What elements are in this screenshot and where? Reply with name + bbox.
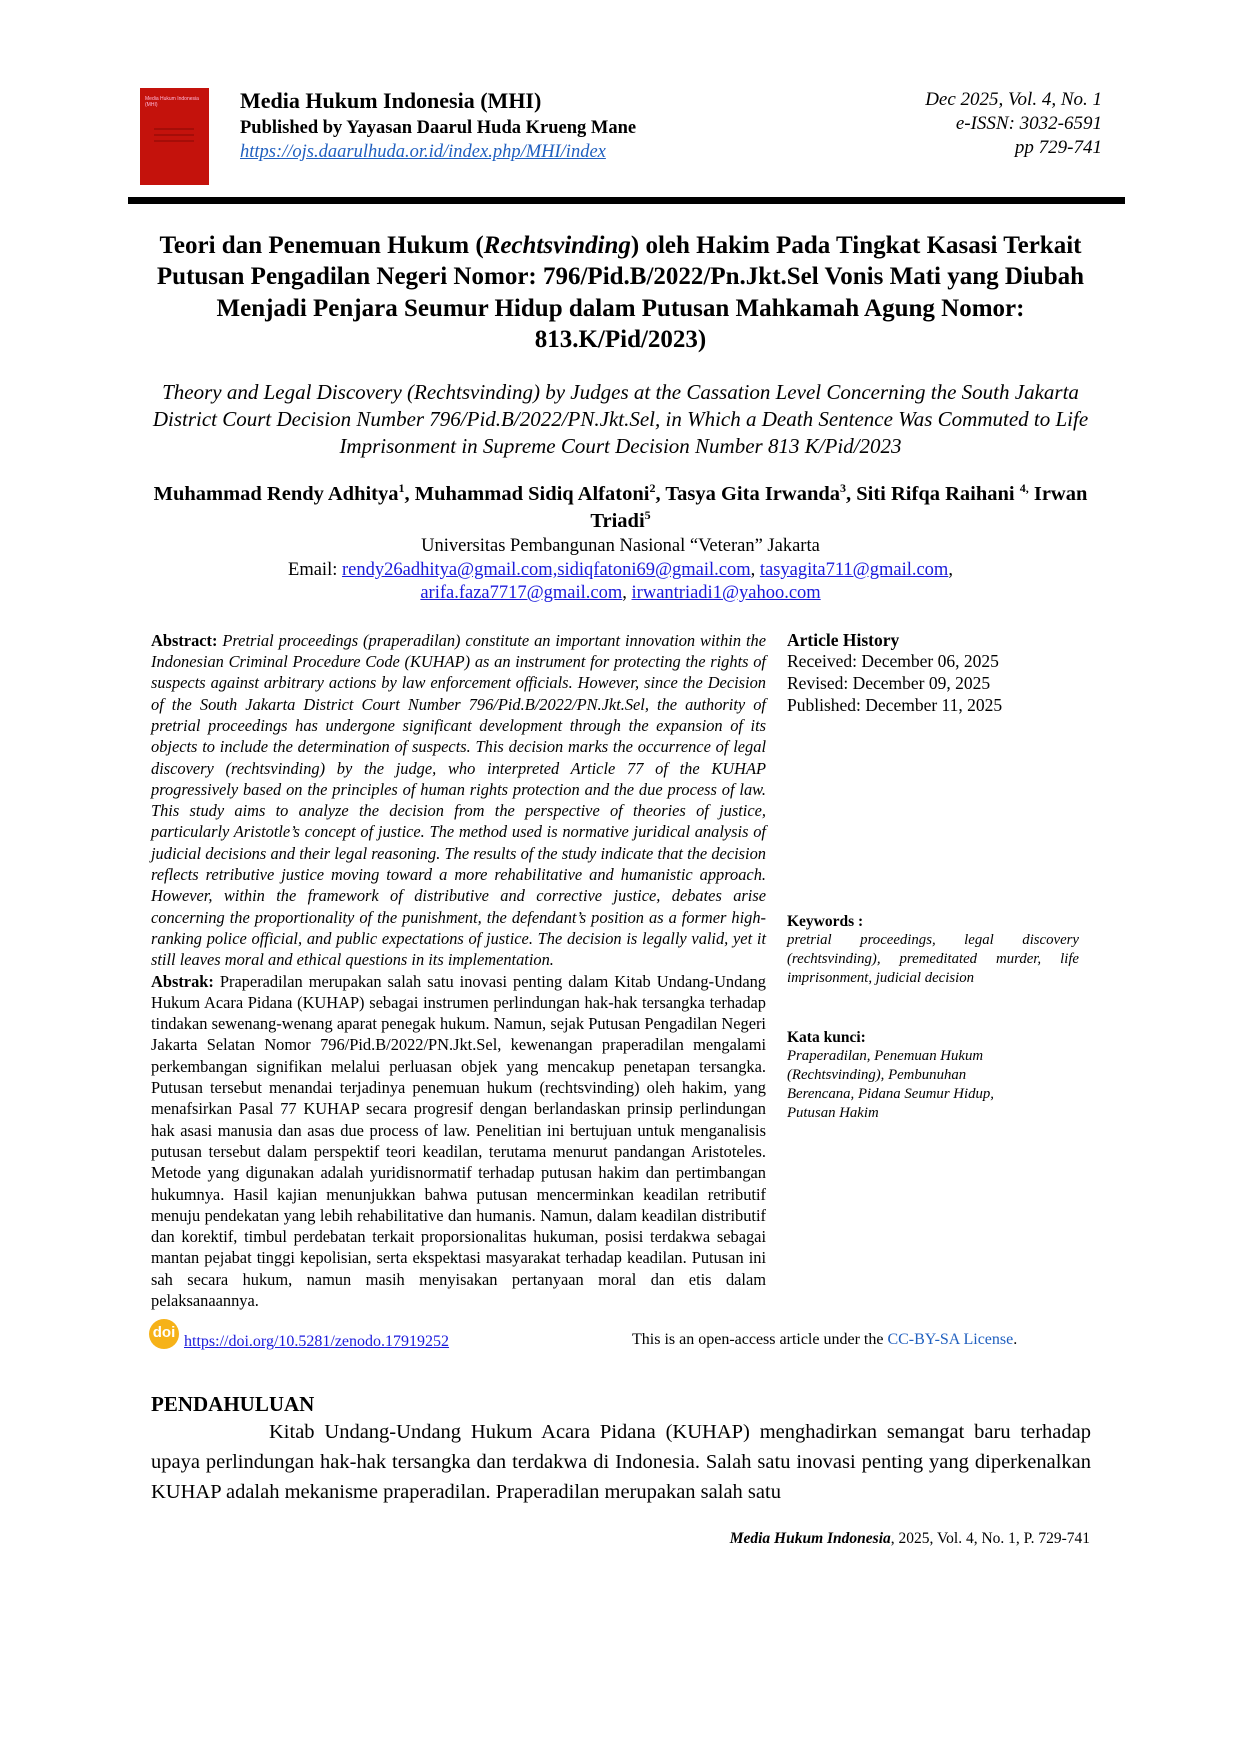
email-link[interactable]: rendy26adhitya@gmail.com,sidiqfatoni69@g… — [341, 559, 751, 580]
keywords: Keywords : pretrial proceedings, legal d… — [787, 912, 1079, 986]
header-rule — [128, 197, 1125, 204]
affiliation-block: Universitas Pembangunan Nasional “Vetera… — [150, 535, 1091, 606]
author-affiliation-number: 3 — [840, 481, 846, 496]
publisher: Published by Yayasan Daarul Huda Krueng … — [240, 118, 637, 138]
doi-icon: doi — [149, 1319, 179, 1350]
license-link[interactable]: CC-BY-SA License — [887, 1331, 1014, 1349]
article-info-column: Article History Received: December 06, 2… — [787, 630, 1079, 1312]
section-body: Kitab Undang-Undang Hukum Acara Pidana (… — [151, 1421, 1091, 1504]
journal-cover-image: Media Hukum Indonesia (MHI) — [140, 88, 209, 185]
email-link[interactable]: irwantriadi1@yahoo.com — [631, 583, 821, 604]
abstract-en: Abstract: Pretrial proceedings (praperad… — [151, 630, 766, 970]
issn: e-ISSN: 3032-6591 — [955, 113, 1102, 134]
license-note: This is an open-access article under the… — [632, 1331, 1018, 1349]
doi-link[interactable]: https://doi.org/10.5281/zenodo.17919252 — [184, 1333, 450, 1351]
doi-license-row: doi https://doi.org/10.5281/zenodo.17919… — [149, 1319, 1101, 1353]
issue-info: Dec 2025, Vol. 4, No. 1 e-ISSN: 3032-659… — [925, 88, 1102, 160]
abstract-column: Abstract: Pretrial proceedings (praperad… — [151, 630, 766, 1312]
section-heading: PENDAHULUAN — [151, 1392, 315, 1417]
affiliation: Universitas Pembangunan Nasional “Vetera… — [421, 536, 820, 557]
article-history: Article History Received: December 06, 2… — [787, 629, 1003, 715]
author-affiliation-number: 5 — [644, 508, 651, 523]
journal-url-link[interactable]: https://ojs.daarulhuda.or.id/index.php/M… — [240, 142, 606, 162]
email-link[interactable]: tasyagita711@gmail.com — [759, 559, 949, 580]
author-affiliation-number: 2 — [649, 481, 656, 496]
emails: Email: rendy26adhitya@gmail.com,sidiqfat… — [288, 559, 953, 604]
journal-title: Media Hukum Indonesia (MHI) — [240, 88, 542, 113]
author-name: Tasya Gita Irwanda — [665, 483, 840, 506]
kata-kunci: Kata kunci: Praperadilan, Penemuan Hukum… — [787, 1028, 994, 1121]
article-title: Teori dan Penemuan Hukum (Rechtsvinding)… — [156, 232, 1085, 353]
author-affiliation-number: 1 — [398, 481, 405, 496]
article-title-english: Theory and Legal Discovery (Rechtsvindin… — [152, 380, 1089, 458]
abstract-section: Abstract: Pretrial proceedings (praperad… — [151, 630, 1101, 1312]
page-footer: Media Hukum Indonesia, 2025, Vol. 4, No.… — [729, 1530, 1090, 1548]
abstract-id: Abstrak: Praperadilan merupakan salah sa… — [151, 971, 766, 1310]
pages: pp 729-741 — [1014, 137, 1102, 158]
authors: Muhammad Rendy Adhitya1, Muhammad Sidiq … — [153, 481, 1088, 533]
issue: Dec 2025, Vol. 4, No. 1 — [925, 89, 1102, 110]
author-affiliation-number: 4, — [1019, 481, 1029, 496]
cover-title: Media Hukum Indonesia (MHI) — [145, 96, 199, 108]
author-name: Muhammad Rendy Adhitya — [153, 483, 399, 506]
author-name: Siti Rifqa Raihani — [856, 483, 1020, 506]
author-name: Muhammad Sidiq Alfatoni — [414, 483, 650, 506]
article-content: Teori dan Penemuan Hukum (Rechtsvinding)… — [140, 230, 1101, 1549]
email-link[interactable]: arifa.faza7717@gmail.com — [420, 583, 623, 604]
author-name: Irwan Triadi — [590, 483, 1088, 533]
